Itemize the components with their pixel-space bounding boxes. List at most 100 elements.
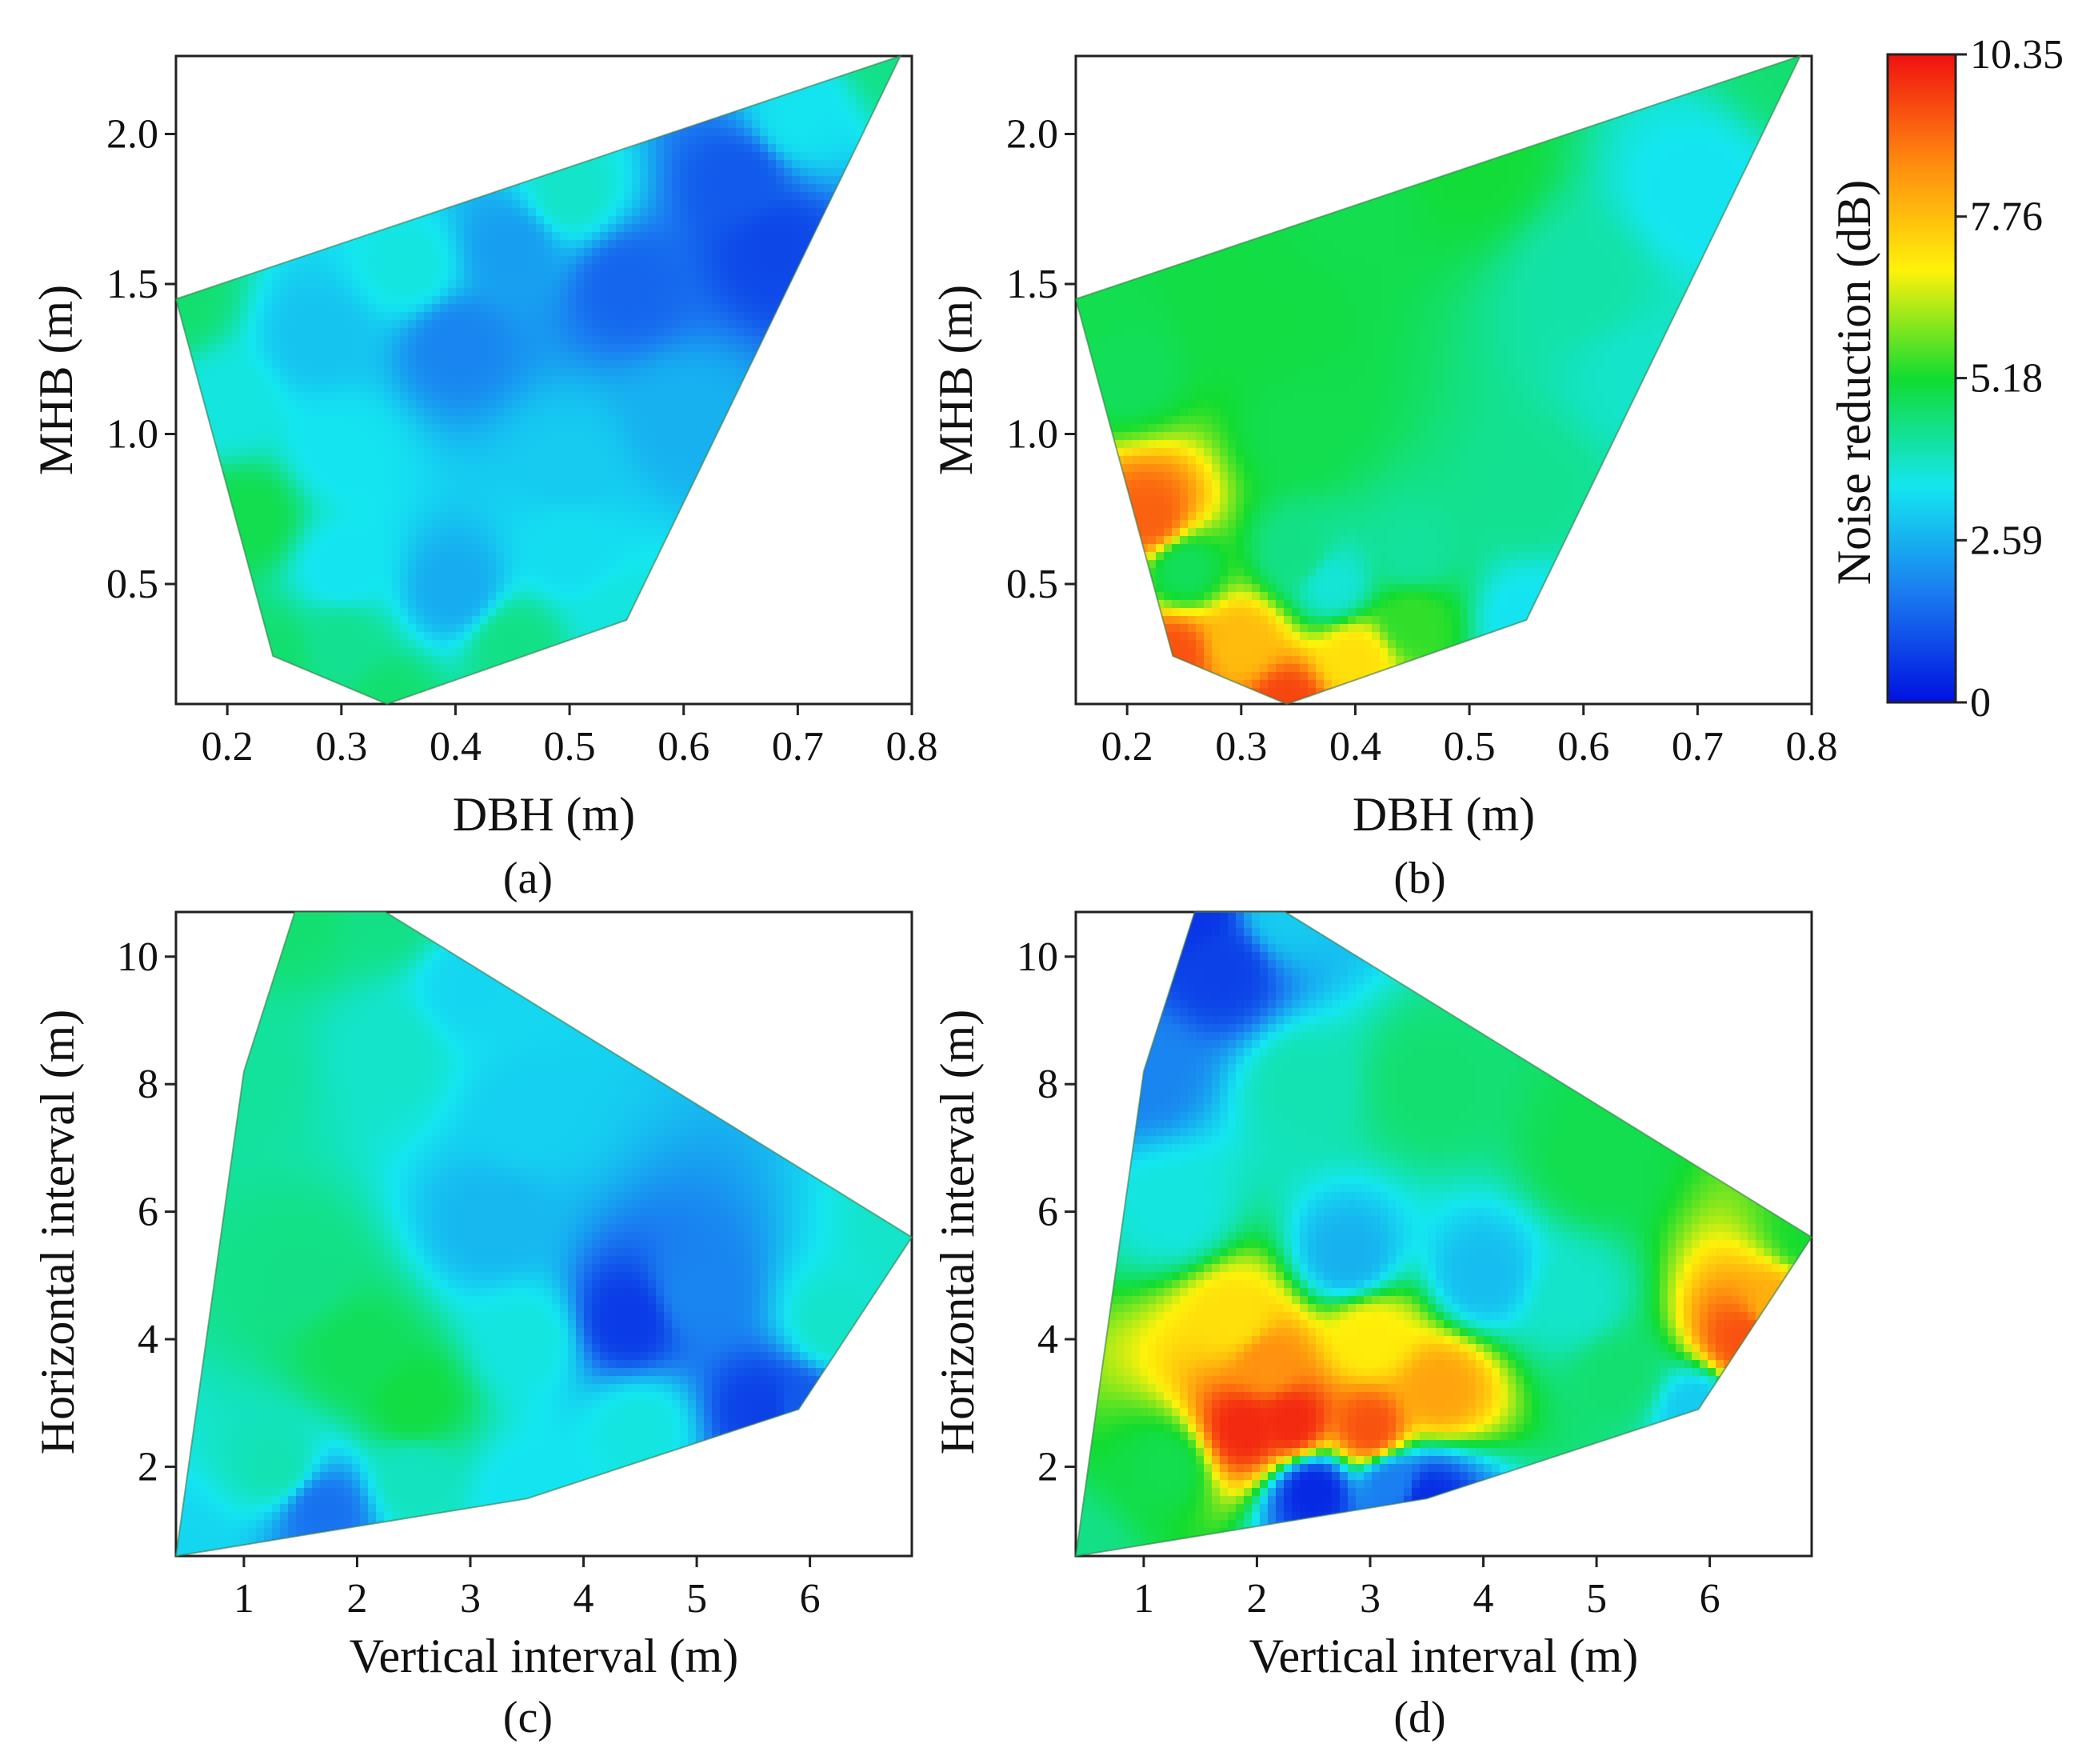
- contour-cell: [648, 224, 657, 233]
- contour-cell: [328, 464, 337, 473]
- contour-cell: [344, 352, 353, 361]
- contour-cell: [800, 176, 809, 185]
- contour-cell: [728, 328, 737, 337]
- contour-cell: [616, 216, 625, 225]
- contour-cell: [384, 328, 393, 337]
- contour-cell: [224, 376, 233, 385]
- contour-cell: [760, 248, 769, 257]
- contour-cell: [352, 248, 361, 257]
- contour-cell: [280, 336, 289, 345]
- contour-cell: [248, 320, 257, 329]
- contour-cell: [560, 320, 569, 329]
- contour-cell: [232, 384, 241, 393]
- contour-cell: [1212, 544, 1221, 553]
- contour-cell: [512, 536, 521, 545]
- contour-cell: [480, 328, 489, 337]
- contour-cell: [688, 432, 697, 441]
- contour-cell: [704, 200, 713, 209]
- contour-cell: [456, 504, 465, 513]
- contour-cell: [456, 600, 465, 609]
- contour-cell: [408, 368, 417, 377]
- contour-cell: [1252, 312, 1261, 321]
- contour-cell: [784, 272, 793, 281]
- contour-cell: [560, 336, 569, 345]
- contour-cell: [264, 584, 273, 593]
- contour-cell: [368, 344, 377, 353]
- contour-cell: [520, 408, 529, 417]
- contour-cell: [384, 456, 393, 465]
- contour-cell: [704, 264, 713, 273]
- contour-cell: [736, 280, 745, 289]
- contour-cell: [344, 576, 353, 585]
- contour-cell: [1196, 392, 1205, 401]
- contour-cell: [472, 472, 481, 481]
- contour-cell: [360, 504, 369, 513]
- contour-cell: [544, 608, 553, 617]
- contour-cell: [328, 664, 337, 673]
- contour-cell: [440, 544, 449, 553]
- contour-cell: [640, 360, 649, 369]
- contour-cell: [488, 472, 497, 481]
- contour-cell: [680, 152, 689, 161]
- contour-cell: [568, 184, 577, 193]
- contour-cell: [216, 400, 225, 409]
- contour-cell: [600, 352, 609, 361]
- contour-cell: [344, 656, 353, 665]
- contour-cell: [632, 368, 641, 377]
- contour-cell: [584, 176, 593, 185]
- contour-cell: [368, 680, 377, 689]
- contour-cell: [296, 384, 305, 393]
- contour-cell: [336, 440, 345, 449]
- contour-cell: [1172, 288, 1181, 297]
- contour-cell: [632, 392, 641, 401]
- contour-cell: [640, 208, 649, 217]
- contour-cell: [304, 424, 313, 433]
- contour-cell: [600, 208, 609, 217]
- contour-cell: [632, 304, 641, 313]
- contour-cell: [592, 232, 601, 241]
- contour-cell: [456, 640, 465, 649]
- contour-cell: [400, 224, 409, 233]
- contour-cell: [1252, 592, 1261, 601]
- contour-cell: [1132, 408, 1141, 417]
- contour-cell: [504, 240, 513, 249]
- contour-cell: [400, 664, 409, 673]
- contour-cell: [552, 224, 561, 233]
- contour-cell: [608, 336, 617, 345]
- contour-cell: [368, 672, 377, 681]
- contour-cell: [832, 144, 841, 153]
- contour-cell: [504, 640, 513, 649]
- contour-cell: [792, 104, 801, 113]
- contour-cell: [392, 264, 401, 273]
- contour-cell: [648, 144, 657, 153]
- contour-cell: [744, 288, 753, 297]
- contour-cell: [344, 312, 353, 321]
- contour-cell: [1132, 296, 1141, 305]
- contour-cell: [656, 520, 665, 529]
- contour-cell: [336, 528, 345, 537]
- contour-cell: [728, 320, 737, 329]
- contour-cell: [712, 368, 721, 377]
- contour-cell: [488, 408, 497, 417]
- contour-cell: [1108, 368, 1117, 377]
- contour-cell: [808, 176, 817, 185]
- contour-cell: [568, 224, 577, 233]
- contour-cell: [384, 688, 393, 697]
- contour-cell: [440, 232, 449, 241]
- contour-cell: [416, 288, 425, 297]
- contour-cell: [560, 376, 569, 385]
- contour-cell: [712, 248, 721, 257]
- contour-cell: [224, 296, 233, 305]
- contour-cell: [1148, 392, 1157, 401]
- contour-cell: [1236, 656, 1245, 665]
- contour-cell: [360, 408, 369, 417]
- contour-cell: [1140, 456, 1149, 465]
- contour-cell: [1212, 600, 1221, 609]
- contour-cell: [408, 488, 417, 497]
- contour-cell: [760, 200, 769, 209]
- contour-cell: [568, 368, 577, 377]
- contour-cell: [680, 392, 689, 401]
- contour-cell: [360, 520, 369, 529]
- contour-cell: [1244, 296, 1253, 305]
